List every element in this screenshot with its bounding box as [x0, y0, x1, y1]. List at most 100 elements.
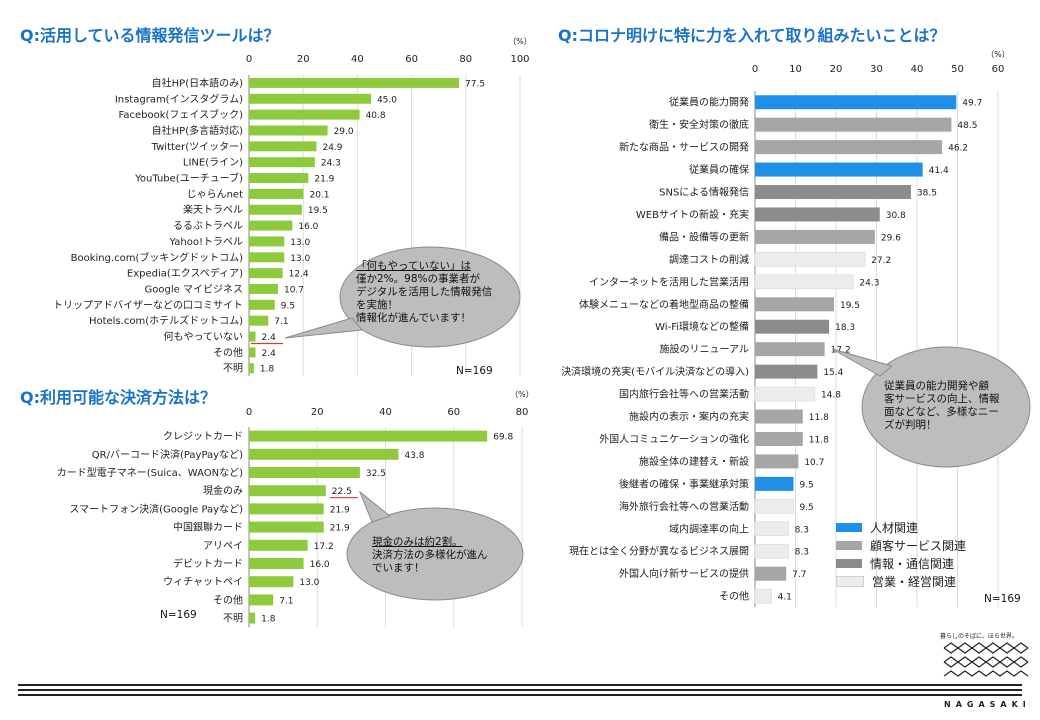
- x-tick-label: 50: [951, 64, 964, 75]
- category-label: Hotels.com(ホテルズドットコム): [89, 314, 243, 327]
- category-label: 外国人向け新サービスの提供: [619, 567, 749, 580]
- bar: [249, 315, 269, 326]
- bar: [249, 204, 302, 215]
- legend-item: 情報・通信関連: [836, 554, 966, 572]
- bar: [755, 140, 943, 155]
- bar: [249, 252, 285, 263]
- legend-label: 顧客サービス関連: [870, 538, 967, 553]
- value-label: 45.0: [377, 95, 397, 105]
- category-label: 体験メニューなどの着地型商品の整備: [579, 298, 749, 311]
- value-label: 48.5: [957, 121, 977, 131]
- value-label: 21.9: [330, 524, 350, 534]
- value-label: 19.5: [840, 301, 860, 311]
- category-label: YouTube(ユーチューブ): [134, 172, 243, 185]
- category-label: 後継者の確保・事業継承対策: [619, 477, 749, 490]
- bar: [249, 467, 360, 478]
- bar: [249, 503, 324, 515]
- axis-unit-label: （%）: [986, 50, 1010, 59]
- category-label: Facebook(フェイスブック): [119, 108, 244, 121]
- value-label: 15.4: [823, 368, 843, 378]
- bar: [249, 157, 315, 168]
- bar: [249, 141, 317, 152]
- value-label: 16.0: [298, 222, 318, 232]
- payment-chart-title: Q:利用可能な決済方法は？: [20, 388, 217, 407]
- category-label: インターネットを活用した営業活用: [589, 275, 749, 288]
- bar: [755, 297, 834, 312]
- payment-callout-text: 現金のみは約2割。 決済方法の多様化が進ん でいます！: [372, 536, 488, 574]
- bar: [755, 409, 803, 424]
- bar: [249, 521, 324, 533]
- payment-callout-bubble: [346, 490, 524, 601]
- bar: [755, 342, 825, 357]
- value-label: 17.2: [831, 346, 851, 356]
- category-label: 外国人コミュニケーションの強化: [599, 432, 749, 445]
- bar: [249, 363, 254, 374]
- bar: [755, 454, 799, 469]
- category-label: その他: [719, 590, 749, 603]
- value-label: 8.3: [795, 525, 809, 535]
- category-label: WEBサイトの新設・充実: [636, 208, 749, 221]
- category-label: スマートフォン決済(Google Payなど): [69, 502, 243, 515]
- bar: [249, 299, 275, 310]
- category-label: Booking.com(ブッキングドットコム): [71, 251, 243, 264]
- value-label: 22.5: [332, 487, 352, 497]
- footer-rule-top: [18, 684, 1022, 686]
- legend-swatch: [836, 558, 862, 568]
- x-tick-label: 20: [311, 407, 324, 418]
- value-label: 69.8: [493, 433, 513, 443]
- value-label: 13.0: [299, 578, 319, 588]
- x-tick-label: 40: [351, 54, 364, 65]
- bar: [249, 331, 256, 342]
- x-tick-label: 30: [870, 64, 883, 75]
- value-label: 29.6: [881, 233, 901, 243]
- value-label: 11.8: [809, 413, 829, 423]
- x-tick-label: 80: [459, 54, 472, 65]
- category-label: SNSによる情報発信: [659, 186, 749, 199]
- bar: [249, 188, 304, 199]
- category-label: 国内旅行会社等への営業活動: [619, 388, 749, 401]
- value-label: 2.4: [262, 349, 277, 359]
- bar: [754, 252, 866, 267]
- category-label: 現金のみ: [203, 484, 243, 497]
- legend-swatch: [836, 540, 862, 550]
- value-label: 4.1: [778, 593, 792, 603]
- category-label: 新たな商品・サービスの開発: [619, 141, 749, 154]
- payment-sample-size: N=169: [160, 609, 197, 621]
- value-label: 43.8: [404, 451, 424, 461]
- category-label: トリップアドバイザーなどの口コミサイト: [53, 299, 243, 311]
- category-label: Google マイビジネス: [145, 283, 243, 295]
- value-label: 1.8: [260, 365, 275, 375]
- bar: [755, 229, 875, 244]
- value-label: 14.8: [821, 391, 841, 401]
- corona-sample-size: N=169: [984, 593, 1021, 605]
- bar: [754, 499, 794, 514]
- value-label: 18.3: [835, 323, 855, 333]
- value-label: 41.4: [929, 166, 949, 176]
- bar: [249, 109, 360, 120]
- bar: [755, 431, 803, 446]
- bar: [249, 268, 283, 279]
- category-label: 海外旅行会社等への営業活動: [619, 500, 749, 513]
- bar: [249, 173, 309, 184]
- bar: [755, 162, 923, 177]
- category-label: カード型電子マネー(Suica、WAONなど): [57, 466, 243, 479]
- category-label: 施設内の表示・案内の充実: [629, 410, 749, 423]
- corona-callout-text: 従業員の能力開発や顧 客サービスの向上、情報 面などなど、多様なニー ズが判明！: [884, 380, 1000, 431]
- category-label: ウィチャットペイ: [163, 576, 243, 588]
- value-label: 9.5: [281, 301, 295, 311]
- value-label: 8.3: [795, 548, 809, 558]
- logo-wordmark: NAGASAKI: [944, 700, 1031, 709]
- tools-callout-bubble: [284, 246, 521, 348]
- category-label: 決済環境の充実(モバイル決済などの導入): [561, 365, 749, 378]
- x-tick-label: 20: [297, 54, 310, 65]
- bar: [249, 558, 304, 569]
- bar: [755, 95, 957, 110]
- x-tick-label: 80: [516, 407, 529, 418]
- corona-callout-bubble: [831, 346, 1031, 468]
- category-label: 不明: [223, 613, 243, 625]
- value-label: 77.5: [465, 79, 485, 89]
- legend-label: 人材関連: [870, 520, 919, 535]
- legend-label: 営業・経営関連: [872, 574, 957, 589]
